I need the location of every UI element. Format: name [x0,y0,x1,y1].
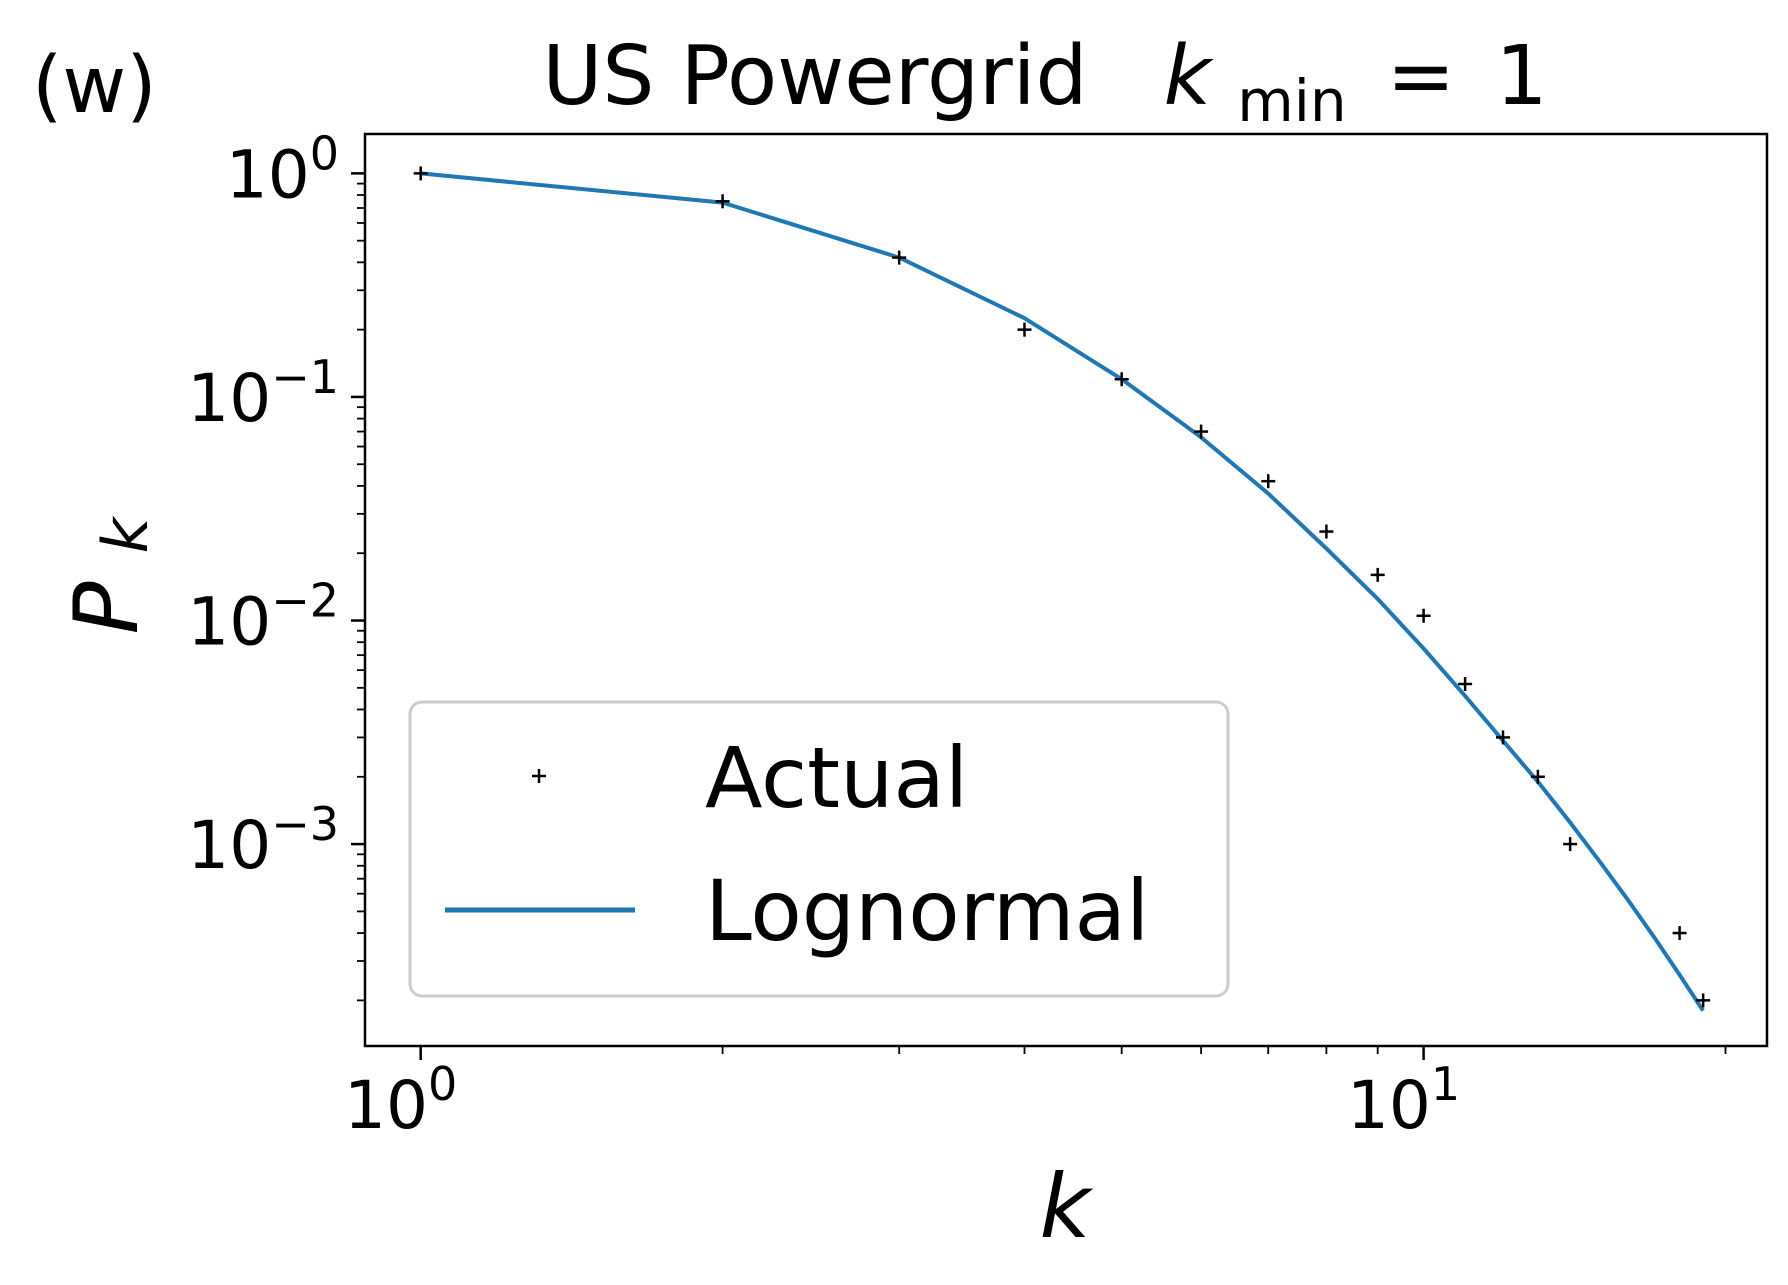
x-tick-label-exponent: 1 [1431,1057,1460,1111]
x-tick-label-base: 10 [344,1067,428,1144]
title-k-subscript: min [1237,67,1346,135]
actual-marker [1458,677,1473,692]
x-tick-label-base: 10 [1347,1067,1431,1144]
actual-marker [1261,474,1276,489]
plot-frame [363,132,1769,1048]
y-tick-label-exponent: −1 [271,350,339,404]
panel-label: (w) [32,41,157,131]
title-k-symbol: k [1164,29,1215,124]
y-tick-label-exponent: −3 [271,797,339,851]
legend-box [408,700,1230,998]
actual-marker [1319,524,1334,539]
chart-title: US Powergrid k min = 1 [542,29,1547,141]
y-tick-label: 100 [226,126,339,213]
title-value: 1 [1495,29,1547,124]
y-tick-label: 10−3 [187,797,339,884]
y-tick-label-base: 10 [226,136,310,213]
actual-marker [1672,926,1687,941]
y-tick-label-base: 10 [187,360,271,437]
actual-marker [1563,837,1578,852]
x-tick-label-exponent: 0 [428,1057,457,1111]
y-axis-label-main: P [55,581,158,634]
x-axis-label: k [1040,1155,1094,1258]
legend-actual-label: Actual [705,729,968,827]
actual-marker [1114,372,1129,387]
y-axis-label-sub: k [89,515,162,553]
y-tick-label-exponent: −2 [271,574,339,628]
actual-marker [1017,322,1032,337]
y-tick-label-exponent: 0 [310,126,339,180]
title-prefix: US Powergrid [542,29,1087,124]
y-tick-label-base: 10 [187,584,271,661]
lognormal-line [420,171,1705,1012]
actual-marker [1495,730,1510,745]
y-axis-label: P k [55,515,162,634]
actual-marker [715,194,730,209]
actual-marker [892,250,907,265]
actual-marker [1370,567,1385,582]
legend: Actual Lognormal [408,700,1230,998]
x-tick-label: 101 [1347,1057,1460,1144]
legend-lognormal-label: Lognormal [705,862,1149,960]
y-tick-label-base: 10 [187,807,271,884]
actual-marker [413,166,428,181]
legend-actual-marker [532,769,546,783]
actual-marker [1530,769,1545,784]
x-tick-label: 100 [344,1057,457,1144]
actual-marker [1194,424,1209,439]
y-tick-label: 10−2 [187,574,339,661]
actual-marker [1416,608,1431,623]
title-equals: = [1387,29,1456,124]
actual-marker [1696,993,1711,1008]
y-tick-label: 10−1 [187,350,339,437]
